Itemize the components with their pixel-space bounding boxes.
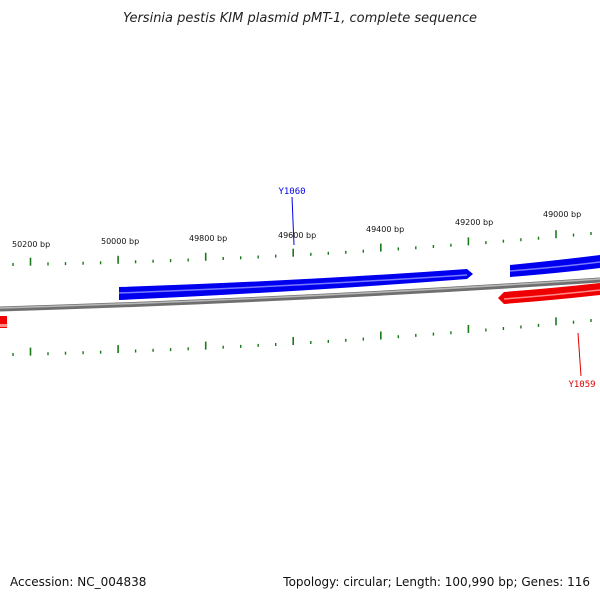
gene-y1060[interactable] (118, 269, 473, 300)
inner-tick-row (12, 317, 592, 356)
ruler-label: 49600 bp (278, 231, 316, 240)
ruler-label: 49400 bp (366, 225, 404, 234)
accession-text: Accession: NC_004838 (10, 575, 146, 589)
gene-label-text: Y1060 (278, 187, 305, 197)
gene-forward-partial[interactable] (509, 255, 600, 277)
outer-tick-row (12, 230, 592, 266)
ruler-label: 49000 bp (543, 210, 581, 219)
ruler-label: 50000 bp (101, 237, 139, 246)
gene-label-y1059[interactable]: Y1059 (568, 332, 596, 390)
ruler-labels: 50200 bp 50000 bp 49800 bp 49600 bp 4940… (12, 210, 581, 249)
ruler-label: 49800 bp (189, 234, 227, 243)
map-title: Yersinia pestis KIM plasmid pMT-1, compl… (123, 11, 477, 26)
gene-label-y1060[interactable]: Y1060 (278, 187, 306, 246)
gene-reverse-partial-left[interactable] (0, 316, 7, 328)
gene-y1059[interactable] (498, 283, 600, 304)
gene-label-text: Y1059 (568, 380, 595, 390)
backbone (0, 277, 600, 312)
summary-text: Topology: circular; Length: 100,990 bp; … (282, 575, 590, 589)
ruler-label: 49200 bp (455, 218, 493, 227)
ruler-label: 50200 bp (12, 240, 50, 249)
